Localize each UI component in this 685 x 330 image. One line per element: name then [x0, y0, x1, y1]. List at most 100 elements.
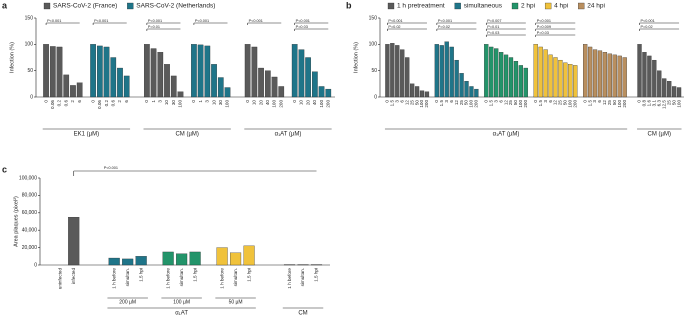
p-value: P=0.03: [296, 25, 308, 29]
set-label: 200 µM: [119, 299, 136, 305]
bar: [217, 77, 224, 98]
bar: [612, 54, 617, 98]
group-label: α₁AT (µM): [275, 132, 302, 138]
bar: [117, 67, 123, 98]
x-tick-label: 200: [622, 100, 627, 108]
bar: [587, 46, 593, 98]
bar: [607, 53, 612, 98]
bar: [68, 216, 80, 266]
x-tick-label: 1 h before: [287, 268, 292, 289]
bar: [568, 64, 573, 98]
x-tick-label: 0.2: [57, 100, 62, 107]
bar: [622, 57, 627, 98]
bar: [558, 59, 563, 98]
bar: [489, 46, 494, 98]
y-tick-label: 40,000: [22, 228, 38, 234]
x-tick-label: 3.1: [652, 100, 657, 107]
x-tick-label: 6: [597, 100, 602, 103]
x-tick-label: 0: [144, 100, 149, 103]
x-tick-label: simultan.: [179, 268, 184, 286]
x-tick-label: uninfected: [57, 268, 62, 290]
x-tick-label: 0.8: [642, 100, 647, 107]
x-tick-label: 12.5: [661, 100, 666, 109]
legend-label: 24 hpi: [587, 3, 605, 10]
x-tick-label: 1.5 hpi: [192, 268, 197, 282]
bar: [162, 251, 174, 266]
x-tick-label: 50: [464, 100, 469, 106]
x-tick-label: 1.6: [647, 100, 652, 107]
bar: [548, 54, 553, 98]
p-value: P<0.001: [641, 19, 655, 23]
x-tick-label: 100: [178, 100, 183, 108]
x-tick-label: 6: [498, 100, 503, 103]
x-tick-label: 100: [419, 100, 424, 108]
x-tick-label: 25: [508, 100, 513, 106]
bar: [49, 46, 56, 98]
x-tick-label: 25: [409, 100, 414, 106]
x-tick-label: 3: [592, 100, 597, 103]
x-tick-label: 25: [558, 100, 563, 106]
x-tick-label: 0: [245, 100, 250, 103]
x-tick-label: 100: [225, 100, 230, 108]
y-axis-label: Infection (%): [9, 42, 15, 73]
bar: [170, 75, 177, 98]
bar: [484, 44, 489, 98]
x-tick-label: 0.06: [50, 100, 55, 109]
bar: [469, 86, 474, 98]
bar: [135, 256, 147, 266]
bar: [271, 76, 278, 98]
bar: [553, 57, 558, 98]
bar: [164, 64, 170, 98]
x-tick-label: infected: [71, 268, 76, 285]
y-tick-label: 50: [27, 68, 33, 74]
bar: [657, 70, 662, 98]
set-label: 100 µM: [173, 299, 190, 305]
x-tick-label: 0: [483, 100, 488, 103]
x-tick-label: 12: [454, 100, 459, 106]
p-value: P<0.001: [438, 19, 452, 23]
x-tick-label: 0: [43, 100, 48, 103]
panel-letter: c: [2, 164, 7, 174]
bar: [251, 46, 258, 98]
bar: [385, 44, 390, 98]
x-tick-label: 1.5 hpi: [246, 268, 251, 282]
bar: [318, 86, 325, 98]
panel-letter: a: [2, 0, 8, 10]
x-tick-label: 0: [191, 100, 196, 103]
x-tick-label: 1.5: [587, 100, 592, 107]
x-tick-label: 100: [568, 100, 573, 108]
bar: [459, 73, 464, 98]
legend-label: 4 hpi: [554, 3, 568, 10]
x-tick-label: 1: [198, 100, 203, 103]
bar: [543, 49, 548, 98]
x-tick-label: 200: [424, 100, 429, 108]
bar: [176, 253, 188, 266]
legend-swatch: [127, 2, 134, 10]
legend-swatch: [454, 2, 461, 10]
bar: [90, 44, 96, 98]
bar: [652, 59, 657, 98]
x-tick-label: 3: [543, 100, 548, 103]
bar: [278, 86, 285, 98]
x-tick-label: 3: [493, 100, 498, 103]
bar: [419, 90, 425, 98]
x-tick-label: 1.5 hpi: [138, 268, 143, 282]
bar: [573, 65, 578, 98]
x-tick-label: 50: [671, 100, 676, 106]
p-value: P<0.001: [195, 19, 209, 23]
bar: [454, 59, 459, 98]
x-tick-label: 3: [395, 100, 400, 103]
legend-label: SARS-CoV-2 (France): [53, 3, 117, 10]
bar: [563, 62, 568, 98]
x-tick-label: 0: [637, 100, 642, 103]
y-axis-label: Area plaques (pixel²): [13, 196, 19, 247]
x-tick-label: 200: [572, 100, 577, 108]
bar: [642, 52, 647, 98]
bar: [508, 57, 514, 98]
x-tick-label: 25: [459, 100, 464, 106]
bar: [189, 251, 201, 266]
x-tick-label: 100: [272, 100, 277, 108]
x-tick-label: 6: [399, 100, 404, 103]
bar: [258, 67, 264, 98]
